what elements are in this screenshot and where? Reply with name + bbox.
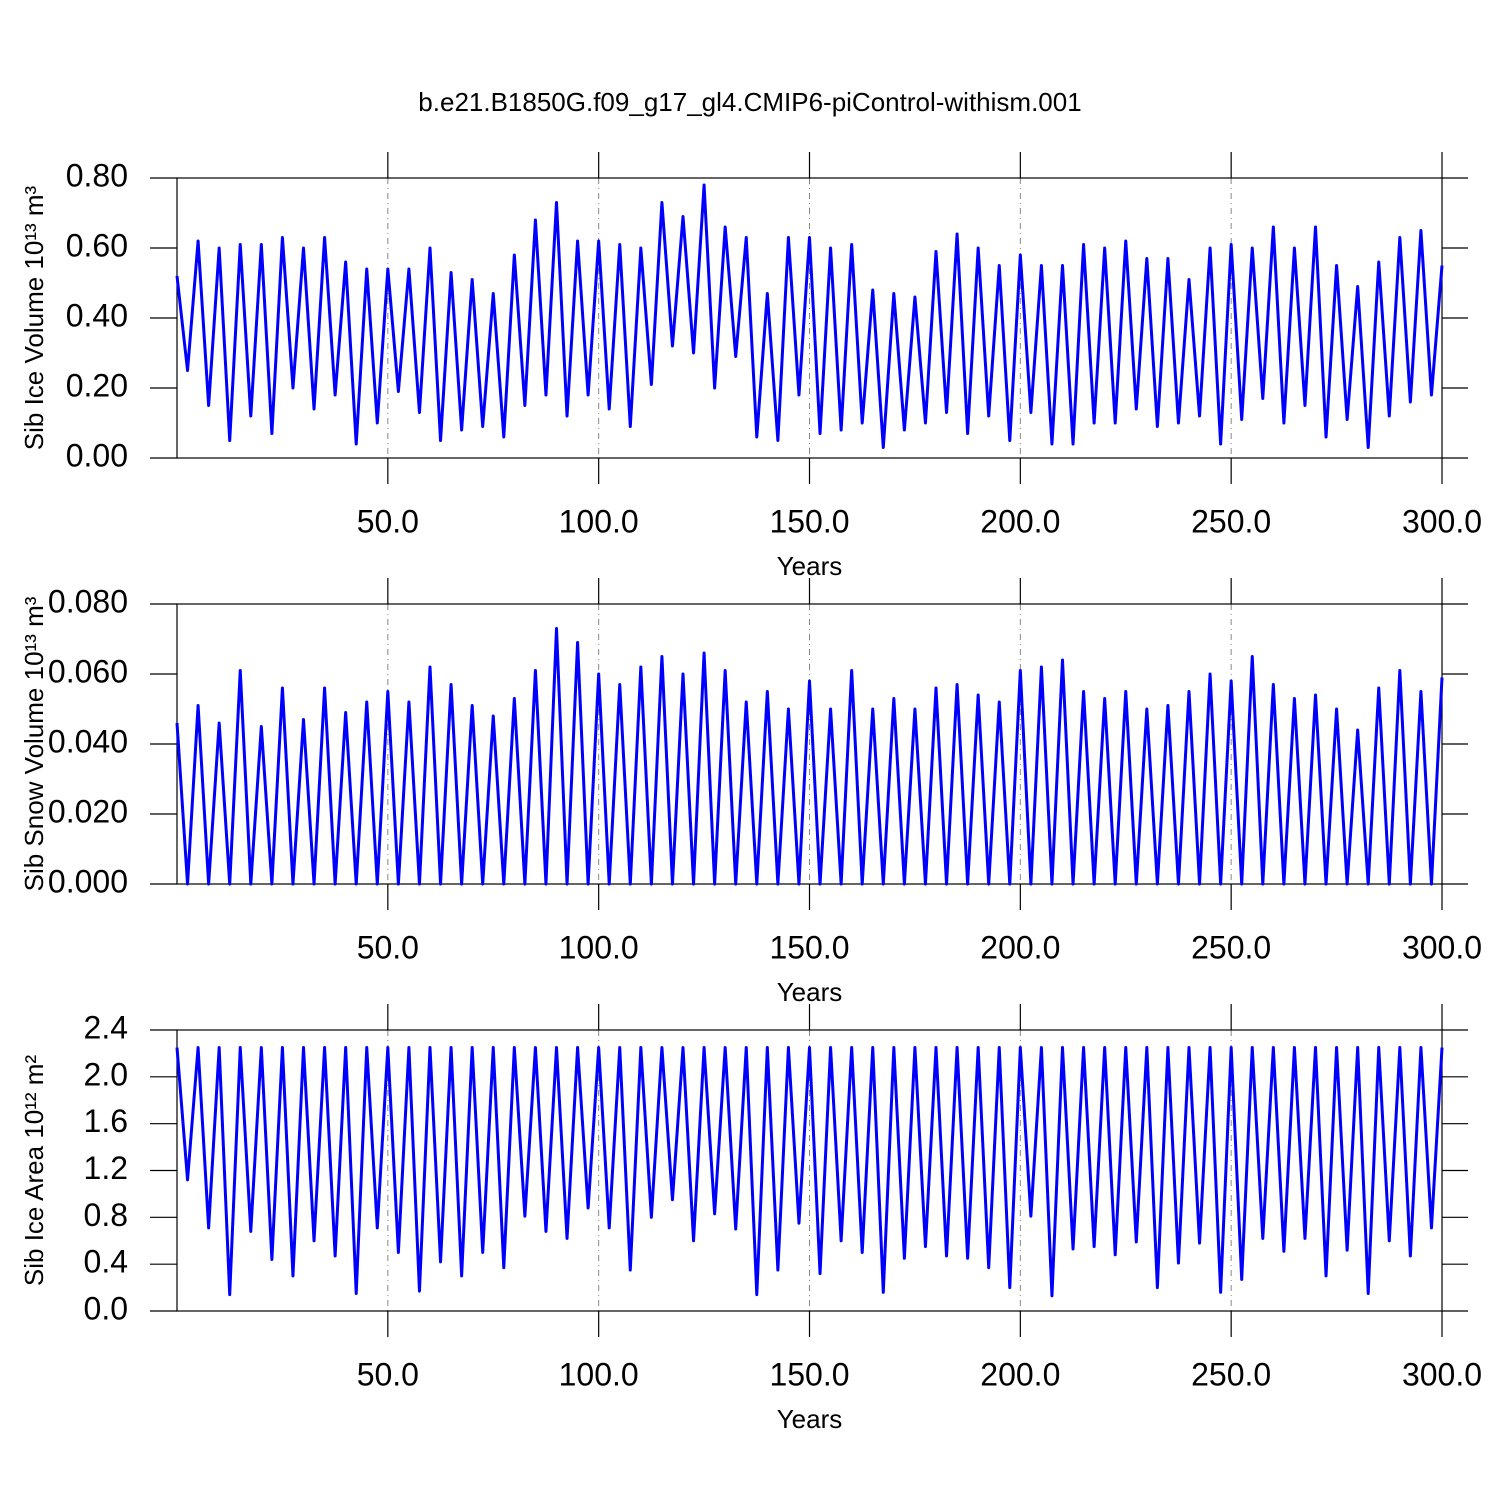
- x-axis-title: Years: [777, 977, 843, 1007]
- data-line: [175, 627, 1444, 886]
- y-tick-label: 0.4: [84, 1244, 128, 1280]
- data-line: [175, 1046, 1444, 1298]
- x-axis-title: Years: [777, 1404, 843, 1434]
- x-tick-label: 50.0: [357, 503, 419, 539]
- x-axis-title: Years: [777, 551, 843, 581]
- x-tick-label: 100.0: [559, 1356, 639, 1392]
- x-tick-label: 250.0: [1191, 503, 1271, 539]
- plot-frame: [176, 1029, 1443, 1312]
- y-tick-label: 0.00: [66, 437, 128, 473]
- y-tick-label: 0.0: [84, 1290, 128, 1326]
- x-tick-label: 150.0: [769, 1356, 849, 1392]
- x-tick-label: 300.0: [1402, 1356, 1482, 1392]
- y-tick-label: 1.2: [84, 1150, 128, 1186]
- chart-title: b.e21.B1850G.f09_g17_gl4.CMIP6-piControl…: [418, 87, 1081, 117]
- x-tick-label: 300.0: [1402, 929, 1482, 965]
- y-tick-label: 0.20: [66, 367, 128, 403]
- plot-frame: [176, 177, 1443, 459]
- y-tick-label: 0.060: [48, 653, 128, 689]
- y-tick-label: 0.000: [48, 863, 128, 899]
- x-tick-label: 50.0: [357, 1356, 419, 1392]
- y-tick-label: 0.60: [66, 227, 128, 263]
- y-tick-label: 0.80: [66, 157, 128, 193]
- y-axis-title: Sib Ice Area 10¹² m²: [19, 1055, 49, 1287]
- y-tick-label: 0.8: [84, 1197, 128, 1233]
- x-tick-label: 150.0: [769, 929, 849, 965]
- y-tick-label: 0.080: [48, 583, 128, 619]
- x-tick-label: 250.0: [1191, 929, 1271, 965]
- x-tick-label: 100.0: [559, 929, 639, 965]
- y-axis-title: Sib Ice Volume 10¹³ m³: [19, 185, 49, 450]
- data-line: [175, 183, 1444, 449]
- y-tick-label: 0.040: [48, 723, 128, 759]
- x-tick-label: 200.0: [980, 929, 1060, 965]
- x-tick-label: 300.0: [1402, 503, 1482, 539]
- x-tick-label: 200.0: [980, 503, 1060, 539]
- x-tick-label: 200.0: [980, 1356, 1060, 1392]
- y-tick-label: 1.6: [84, 1103, 128, 1139]
- x-tick-label: 100.0: [559, 503, 639, 539]
- y-tick-label: 2.4: [84, 1009, 128, 1045]
- x-tick-label: 150.0: [769, 503, 849, 539]
- y-tick-label: 2.0: [84, 1056, 128, 1092]
- x-tick-label: 250.0: [1191, 1356, 1271, 1392]
- x-tick-label: 50.0: [357, 929, 419, 965]
- y-tick-label: 0.020: [48, 793, 128, 829]
- y-tick-label: 0.40: [66, 297, 128, 333]
- y-axis-title: Sib Snow Volume 10¹³ m³: [19, 596, 49, 891]
